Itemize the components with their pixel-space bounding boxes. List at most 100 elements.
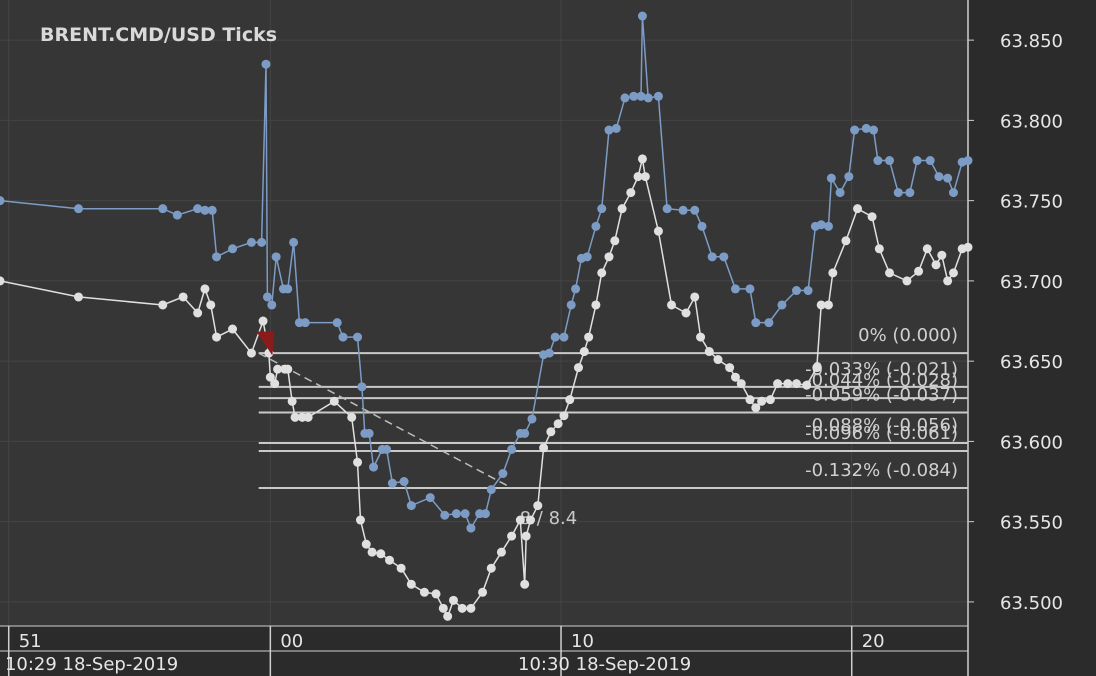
y-tick-label: 63.550 — [1000, 513, 1063, 534]
data-point-ask — [387, 478, 397, 488]
data-point-bid — [303, 412, 313, 422]
data-point-bid — [178, 292, 188, 302]
data-point-bid — [193, 308, 203, 318]
data-point-bid — [902, 276, 912, 286]
data-point-ask — [300, 318, 310, 328]
data-point-bid — [584, 332, 594, 342]
data-point-bid — [347, 412, 357, 422]
y-tick-label: 63.500 — [1000, 593, 1063, 614]
data-point-bid — [791, 379, 801, 389]
data-point-bid — [486, 563, 496, 573]
data-point-bid — [419, 587, 429, 597]
data-point-ask — [611, 123, 621, 133]
data-point-ask — [172, 210, 182, 220]
data-point-ask — [823, 221, 833, 231]
data-point-ask — [885, 156, 895, 166]
data-point-ask — [751, 318, 761, 328]
data-point-ask — [486, 485, 496, 495]
data-point-bid — [765, 395, 775, 405]
data-point-ask — [636, 91, 646, 101]
data-point-bid — [653, 226, 663, 236]
data-point-bid — [438, 603, 448, 613]
data-point-ask — [861, 123, 871, 133]
data-point-ask — [620, 93, 630, 103]
x-tick-label: 51 — [19, 631, 42, 652]
data-point-bid — [466, 603, 476, 613]
data-point-ask — [764, 318, 774, 328]
data-point-bid — [290, 412, 300, 422]
data-point-bid — [823, 300, 833, 310]
trend-line — [258, 352, 512, 489]
data-point-bid — [539, 443, 549, 453]
data-point-ask — [934, 172, 944, 182]
data-point-bid — [751, 403, 761, 413]
data-point-ask — [559, 332, 569, 342]
data-point-bid — [448, 595, 458, 605]
data-point-bid — [270, 379, 280, 389]
data-point-bid — [681, 308, 691, 318]
fib-level-label: -0.132% (-0.084) — [805, 460, 958, 481]
data-point-bid — [853, 204, 863, 214]
data-point-ask — [357, 382, 367, 392]
data-point-bid — [704, 347, 714, 357]
data-point-ask — [289, 237, 299, 247]
data-point-ask — [332, 318, 342, 328]
data-point-ask — [425, 493, 435, 503]
data-point-bid — [361, 539, 371, 549]
data-point-bid — [591, 300, 601, 310]
data-point-ask — [597, 204, 607, 214]
data-point-ask — [777, 300, 787, 310]
data-point-ask — [905, 188, 915, 198]
data-point-bid — [730, 372, 740, 382]
data-point-ask — [604, 125, 614, 135]
data-point-ask — [678, 205, 688, 215]
data-point-bid — [597, 268, 607, 278]
data-point-ask — [948, 188, 958, 198]
fib-level-label: -0.088% (-0.056) — [805, 415, 958, 436]
data-point-bid — [329, 396, 339, 406]
y-tick-label: 63.600 — [1000, 432, 1063, 453]
data-point-ask — [262, 292, 272, 302]
data-point-bid — [841, 236, 851, 246]
data-point-bid — [604, 252, 614, 262]
fib-level-label: 0% (0.000) — [858, 325, 958, 346]
data-point-bid — [496, 547, 506, 557]
data-point-ask — [382, 444, 392, 454]
drawing-marker — [256, 331, 275, 356]
data-point-bid — [725, 363, 735, 373]
data-point-bid — [812, 363, 822, 373]
data-point-bid — [937, 250, 947, 260]
data-point-ask — [963, 156, 973, 166]
y-tick-label: 63.800 — [1000, 111, 1063, 132]
data-point-bid — [200, 284, 210, 294]
data-point-ask — [520, 428, 530, 438]
data-point-bid — [457, 603, 467, 613]
data-point-ask — [690, 205, 700, 215]
data-point-ask — [844, 172, 854, 182]
data-point-bid — [963, 242, 973, 252]
fib-level-label: -0.033% (-0.021) — [805, 359, 958, 380]
data-point-ask — [662, 204, 672, 214]
x-tick-label: 00 — [280, 631, 303, 652]
data-point-ask — [73, 204, 83, 214]
data-point-bid — [507, 531, 517, 541]
data-point-bid — [406, 579, 416, 589]
data-point-ask — [466, 523, 476, 533]
fib-level-label: -0.044% (-0.028) — [805, 370, 958, 391]
data-point-ask — [451, 509, 461, 519]
data-point-ask — [637, 11, 647, 21]
data-point-ask — [791, 286, 801, 296]
data-point-ask — [719, 252, 729, 262]
data-point-ask — [507, 444, 517, 454]
data-point-bid — [914, 266, 924, 276]
data-point-ask — [399, 477, 409, 487]
y-tick-label: 63.750 — [1000, 192, 1063, 213]
x-tick-label: 10 — [571, 631, 594, 652]
x-date-label: 10:29 18-Sep-2019 — [5, 654, 178, 675]
data-point-ask — [200, 205, 210, 215]
data-point-bid — [610, 236, 620, 246]
data-point-bid — [943, 276, 953, 286]
data-point-ask — [207, 205, 217, 215]
